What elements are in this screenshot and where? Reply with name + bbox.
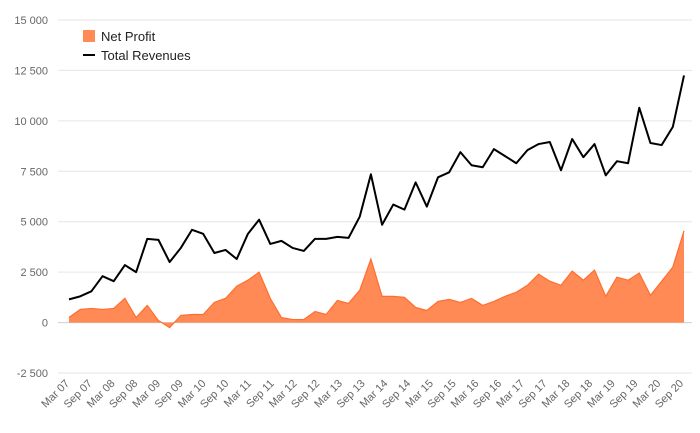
y-axis: -2 500 0 2 500 5 000 7 500 10 000 12 500 15 000	[14, 15, 48, 380]
legend: Net Profit Total Revenues	[83, 29, 191, 63]
y-tick-label: 10 000	[14, 116, 48, 128]
y-tick-label: 15 000	[14, 15, 48, 27]
net-profit-line	[68, 230, 685, 329]
y-tick-label: 0	[42, 318, 48, 330]
total-revenues-line	[68, 75, 685, 301]
legend-label-total-revenues: Total Revenues	[101, 48, 191, 63]
legend-swatch-net-profit	[83, 30, 95, 42]
y-tick-label: 7 500	[20, 166, 48, 178]
y-tick-label: 5 000	[20, 217, 48, 229]
y-tick-label: 2 500	[20, 267, 48, 279]
y-tick-label: 12 500	[14, 65, 48, 77]
series-layer	[68, 75, 685, 329]
legend-label-net-profit: Net Profit	[101, 29, 156, 44]
y-tick-label: -2 500	[17, 368, 48, 380]
